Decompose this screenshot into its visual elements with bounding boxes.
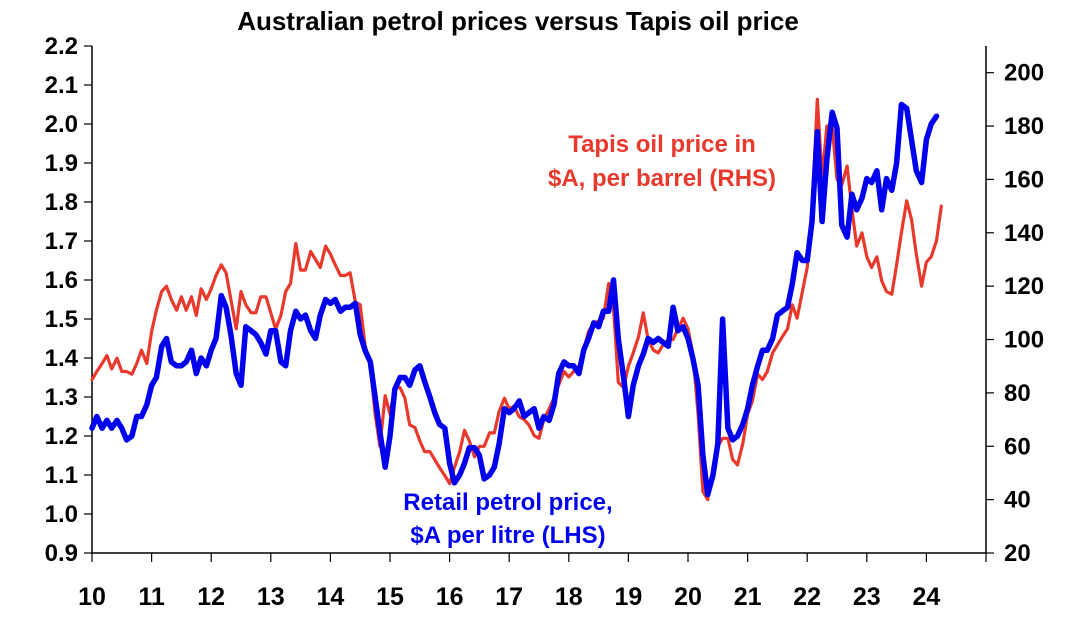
x-tick-label: 16 — [436, 583, 464, 611]
y-left-tick-label: 2.1 — [45, 72, 78, 99]
y-left-tick-label: 1.5 — [45, 306, 78, 333]
x-tick-label: 22 — [793, 583, 821, 611]
x-tick-label: 19 — [614, 583, 642, 611]
y-right-tick-label: 140 — [1004, 220, 1044, 247]
annotations-group: Tapis oil price in $A, per barrel (RHS) Re… — [403, 131, 776, 549]
x-tick-label: 11 — [138, 583, 165, 611]
y-left-tick-label: 1.3 — [45, 384, 78, 411]
series-line-retail-petrol — [89, 101, 940, 498]
y-left-tick-label: 2.2 — [45, 33, 78, 60]
y-left-tick-label: 1.4 — [45, 345, 79, 372]
x-tick-label: 14 — [316, 583, 344, 611]
annotation-retail-line: Retail petrol price, — [403, 489, 612, 516]
y-left-tick-label: 2.0 — [45, 111, 78, 138]
y-left-tick-label: 1.8 — [45, 189, 78, 216]
axes-group: 0.9 1.0 1.1 1.2 1.3 1.4 1.5 1.6 1.7 1.8 1.9 2.0 2.1 2… — [45, 33, 1044, 611]
annotation-tapis-line: Tapis oil price in — [568, 131, 756, 158]
x-tick-label: 23 — [853, 583, 881, 611]
y-right-tick-label: 60 — [1004, 433, 1031, 460]
x-tick-label: 13 — [257, 583, 285, 611]
x-tick-label: 20 — [674, 583, 702, 611]
y-right-tick-label: 160 — [1004, 166, 1044, 193]
x-tick-label: 10 — [78, 583, 106, 611]
x-tick-label: 24 — [912, 583, 940, 611]
y-left-tick-label: 0.9 — [45, 540, 78, 567]
y-right-tick-label: 100 — [1004, 327, 1044, 354]
series-group — [89, 97, 943, 502]
y-right-tick-label: 80 — [1004, 380, 1031, 407]
x-tick-label: 17 — [495, 583, 523, 611]
y-right-tick-label: 200 — [1004, 60, 1044, 87]
x-tick-label: 12 — [197, 583, 225, 611]
y-left-tick-label: 1.1 — [45, 462, 78, 489]
x-tick-label: 18 — [555, 583, 583, 611]
series-line-tapis-oil — [90, 97, 943, 502]
annotation-tapis-line: $A, per barrel (RHS) — [548, 165, 776, 192]
y-right-tick-label: 40 — [1004, 487, 1031, 514]
x-tick-label: 15 — [376, 583, 404, 611]
y-left-tick-label: 1.7 — [45, 228, 78, 255]
y-right-tick-label: 20 — [1004, 540, 1031, 567]
y-right-tick-label: 120 — [1004, 273, 1044, 300]
y-left-tick-label: 1.6 — [45, 267, 78, 294]
y-left-tick-label: 1.0 — [45, 501, 78, 528]
chart-title: Australian petrol prices versus Tapis oi… — [237, 6, 799, 36]
y-left-tick-label: 1.2 — [45, 423, 78, 450]
annotation-retail-line: $A per litre (LHS) — [410, 522, 605, 549]
x-tick-label: 21 — [734, 583, 762, 611]
y-right-tick-label: 180 — [1004, 113, 1044, 140]
y-left-tick-label: 1.9 — [45, 150, 78, 177]
